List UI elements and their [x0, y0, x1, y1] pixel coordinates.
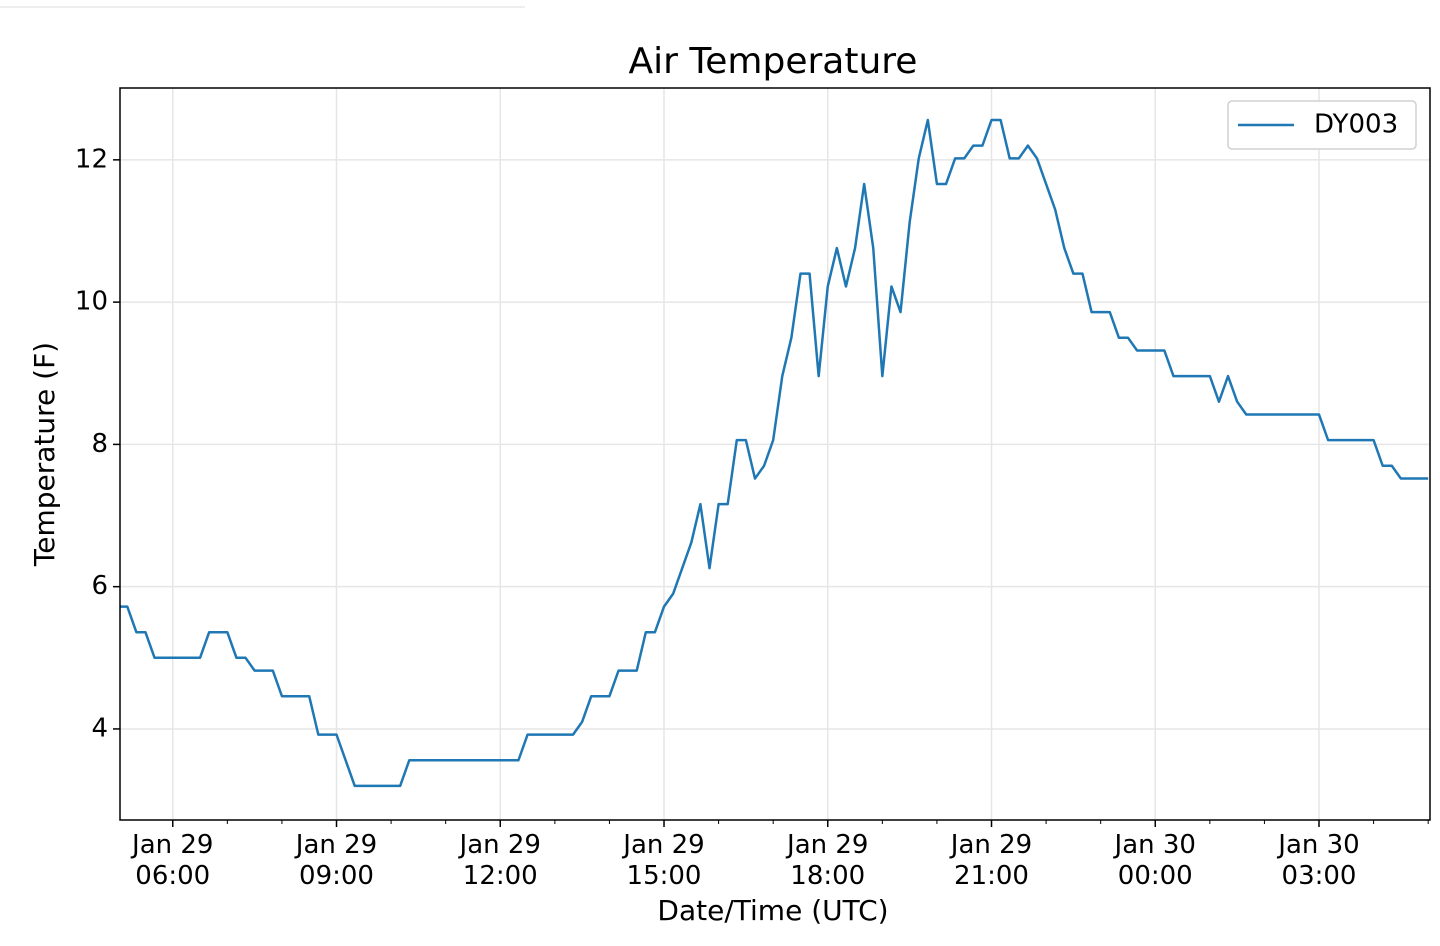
data-line	[120, 118, 1429, 788]
legend-label: DY003	[1314, 110, 1398, 140]
y-tick-label: 8	[91, 429, 108, 459]
x-axis-label: Date/Time (UTC)	[657, 894, 888, 927]
x-tick-label: Jan 30 03:00	[1276, 830, 1359, 891]
x-tick-label: Jan 29 09:00	[294, 830, 377, 891]
x-tick-label: Jan 30 00:00	[1113, 830, 1196, 891]
chart-title: Air Temperature	[629, 41, 918, 82]
legend-box	[1227, 100, 1417, 150]
y-tick-label: 12	[75, 144, 108, 174]
plot-frame	[119, 87, 1431, 821]
x-tick-label: Jan 29 12:00	[458, 830, 541, 891]
x-tick-label: Jan 29 06:00	[130, 830, 213, 891]
y-tick-label: 6	[91, 571, 108, 601]
y-tick-label: 4	[91, 713, 108, 743]
x-tick-label: Jan 29 18:00	[785, 830, 868, 891]
x-tick-label: Jan 29 21:00	[949, 830, 1032, 891]
y-axis-label: Temperature (F)	[28, 342, 61, 567]
y-tick-label: 10	[75, 287, 108, 317]
plot-area	[120, 118, 1429, 788]
x-tick-label: Jan 29 15:00	[621, 830, 704, 891]
